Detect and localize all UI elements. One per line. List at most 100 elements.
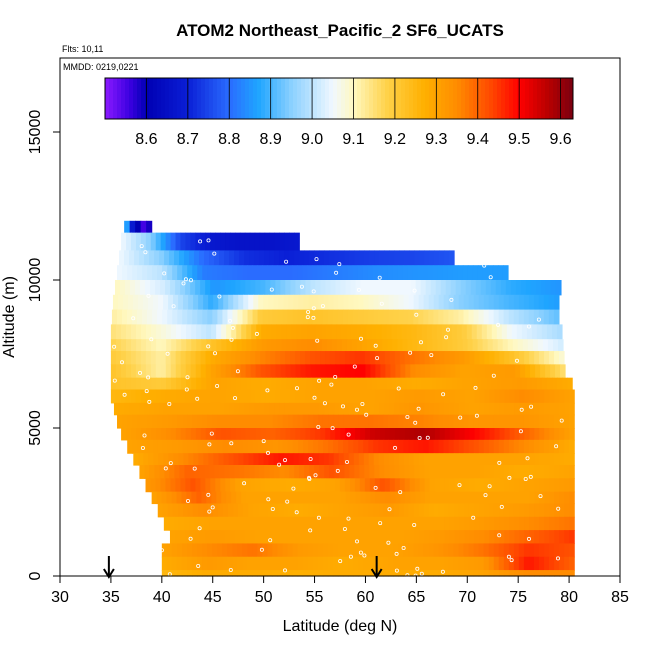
curtain-cell <box>262 439 269 454</box>
curtain-cell <box>220 351 227 365</box>
curtain-cell <box>156 377 162 391</box>
curtain-cell <box>439 250 445 266</box>
curtain-cell <box>394 351 401 365</box>
curtain-cell <box>450 280 457 296</box>
curtain-cell <box>292 265 299 281</box>
curtain-cell <box>245 351 251 365</box>
curtain-cell <box>178 402 185 416</box>
curtain-cell <box>219 465 225 479</box>
curtain-cell <box>239 530 246 545</box>
curtain-cell <box>489 428 496 441</box>
curtain-cell <box>191 377 197 391</box>
curtain-cell <box>351 324 358 340</box>
curtain-cell <box>240 280 246 296</box>
curtain-cell <box>242 556 248 571</box>
curtain-cell <box>153 453 159 466</box>
curtain-cell <box>434 428 441 441</box>
curtain-cell <box>551 324 558 340</box>
curtain-cell <box>549 402 555 416</box>
curtain-cell <box>229 465 235 479</box>
curtain-cell <box>347 570 354 577</box>
curtain-cell <box>448 309 455 325</box>
curtain-cell <box>242 570 248 577</box>
curtain-cell <box>385 491 391 505</box>
colorbar-swatch <box>309 78 314 119</box>
curtain-cell <box>478 453 485 466</box>
curtain-cell <box>275 280 281 296</box>
sample-point <box>162 271 167 276</box>
sample-point <box>449 297 454 302</box>
curtain-cell <box>288 294 294 311</box>
curtain-cell <box>132 294 139 311</box>
curtain-cell <box>162 503 169 518</box>
curtain-cell <box>274 465 280 479</box>
curtain-cell <box>314 465 320 479</box>
curtain-cell <box>222 503 229 518</box>
curtain-cell <box>259 250 265 266</box>
curtain-cell <box>346 377 353 391</box>
curtain-cell <box>364 530 371 545</box>
curtain-cell <box>219 250 225 266</box>
curtain-cell <box>453 414 460 429</box>
curtain-cell <box>253 294 259 311</box>
curtain-cell <box>275 389 281 404</box>
curtain-cell <box>176 339 182 352</box>
curtain-cell <box>292 439 299 454</box>
curtain-cell <box>383 503 390 518</box>
curtain-cell <box>347 556 354 571</box>
curtain-cell <box>232 414 239 429</box>
curtain-cell <box>262 414 269 429</box>
curtain-cell <box>569 478 575 493</box>
curtain-cell <box>245 364 252 379</box>
curtain-cell <box>238 453 245 466</box>
curtain-cell <box>569 465 575 479</box>
curtain-cell <box>390 280 397 296</box>
curtain-cell <box>190 428 197 441</box>
colorbar-swatch <box>557 78 562 119</box>
curtain-cell <box>474 491 481 505</box>
curtain-cell <box>312 543 319 558</box>
curtain-cell <box>297 309 304 325</box>
curtain-cell <box>306 377 313 391</box>
curtain-cell <box>504 402 510 416</box>
colorbar-swatch <box>489 78 494 119</box>
curtain-cell <box>262 556 269 571</box>
curtain-cell <box>150 389 157 404</box>
curtain-cell <box>344 530 351 545</box>
curtain-cell <box>316 339 323 352</box>
curtain-cell <box>285 428 291 441</box>
curtain-cell <box>209 465 215 479</box>
curtain-cell <box>344 351 351 365</box>
curtain-cell <box>344 478 351 493</box>
curtain-cell <box>204 530 211 545</box>
curtain-cell <box>423 570 429 577</box>
colorbar-swatch <box>181 78 186 119</box>
curtain-cell <box>272 556 279 571</box>
curtain-cell <box>554 516 560 531</box>
curtain-cell <box>559 516 565 531</box>
curtain-cell <box>348 453 355 466</box>
curtain-cell <box>335 389 341 404</box>
curtain-cell <box>311 324 317 340</box>
colorbar-swatch <box>157 78 162 119</box>
curtain-cell <box>213 516 220 531</box>
curtain-cell <box>504 530 510 545</box>
curtain-cell <box>144 250 150 266</box>
curtain-cell <box>199 402 205 416</box>
curtain-cell <box>161 543 168 558</box>
curtain-cell <box>455 280 462 296</box>
curtain-cell <box>394 478 401 493</box>
curtain-cell <box>505 364 511 379</box>
curtain-cell <box>274 232 281 251</box>
curtain-cell <box>131 339 137 352</box>
sample-points <box>112 238 564 578</box>
curtain-cell <box>287 414 294 429</box>
sample-point <box>507 475 512 480</box>
curtain-cell <box>168 516 175 531</box>
curtain-cell <box>405 491 411 505</box>
curtain-cell <box>318 453 325 466</box>
curtain-cell <box>350 280 357 296</box>
curtain-cell <box>225 232 231 251</box>
curtain-cell <box>296 339 303 352</box>
curtain-cell <box>212 265 218 281</box>
